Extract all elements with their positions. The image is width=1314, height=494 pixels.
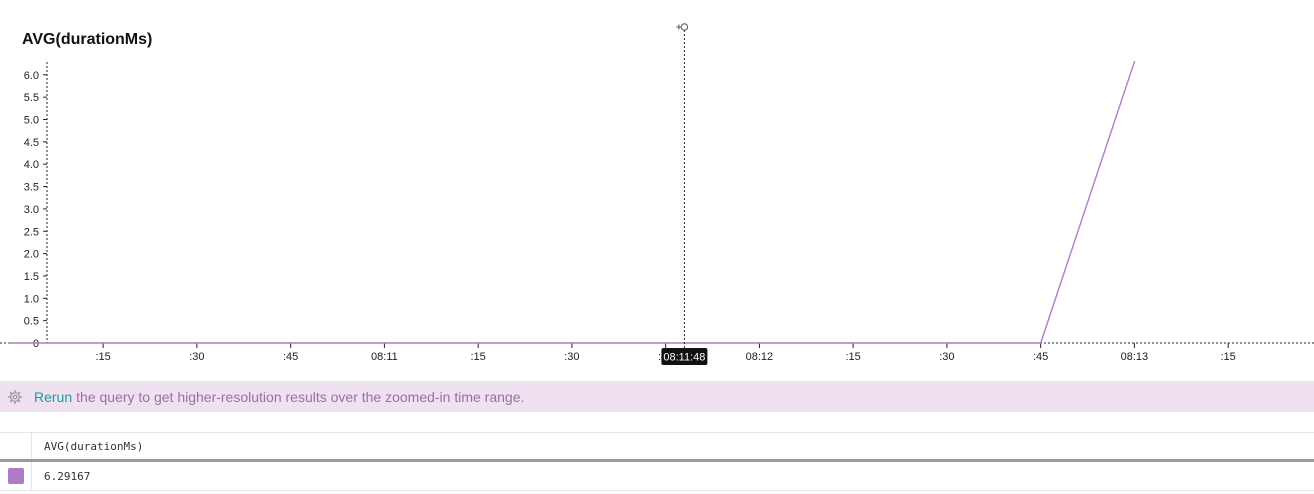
x-tick-label: :30: [939, 351, 954, 363]
x-tick-label: :15: [471, 351, 486, 363]
time-series-chart[interactable]: 0 0.5 1.0 1.5 2.0 2.5 3.0 3.5 4.0 4.5 5.0 5.5 6.0 :15…: [0, 0, 1314, 375]
zoom-info-banner: Rerun the query to get higher-resolution…: [0, 381, 1314, 412]
x-tick-label: :15: [1221, 351, 1236, 363]
rerun-link[interactable]: Rerun: [34, 388, 73, 405]
y-tick-label: 3.0: [24, 204, 39, 216]
y-tick-label: 4.5: [24, 137, 39, 149]
x-tick-label: 08:13: [1121, 351, 1149, 363]
header-swatch-cell: [0, 433, 32, 459]
y-tick-label: 5.5: [24, 92, 39, 104]
results-header-row: AVG(durationMs): [0, 432, 1314, 462]
results-value: 6.29167: [44, 469, 91, 483]
cursor-time-label: 08:11:48: [663, 352, 705, 364]
y-tick-label: 1.5: [24, 271, 39, 283]
results-column-header: AVG(durationMs): [44, 439, 144, 453]
cursor-label-bg: [661, 348, 708, 365]
row-swatch-cell: [0, 462, 32, 490]
gear-icon: [8, 389, 22, 404]
chart-title: AVG(durationMs): [22, 31, 153, 48]
x-tick-label: :45: [283, 351, 298, 363]
y-tick-label: 0.5: [24, 316, 39, 328]
y-tick-label: 0: [33, 338, 39, 350]
x-tick-label: 08:12: [746, 351, 774, 363]
data-point: [1039, 342, 1042, 344]
data-point: [8, 342, 11, 344]
x-tick-label: :30: [564, 351, 579, 363]
y-tick-label: 2.0: [24, 249, 39, 261]
table-row[interactable]: 6.29167: [0, 462, 1314, 491]
data-point: [1133, 60, 1136, 63]
series-color-swatch[interactable]: [7, 468, 24, 484]
x-tick-label: :30: [189, 351, 204, 363]
x-tick-label: :15: [96, 351, 111, 363]
y-tick-label: 3.5: [24, 182, 39, 194]
series-line: [9, 61, 1136, 344]
chart-panel: AVG(durationMs) 0 0.5 1.0 1.5 2.0 2.5 3.0 3.5 4.…: [0, 0, 1314, 375]
y-tick-label: 6.0: [24, 70, 39, 82]
x-tick-label: :15: [846, 351, 861, 363]
results-table: AVG(durationMs) 6.29167: [0, 432, 1314, 491]
y-tick-label: 1.0: [24, 293, 39, 305]
y-tick-label: 5.0: [24, 115, 39, 127]
y-tick-label: 4.0: [24, 159, 39, 171]
crosshair-handle-icon: [680, 23, 689, 31]
x-tick-label: :45: [1033, 351, 1048, 363]
banner-message: the query to get higher-resolution resul…: [76, 388, 525, 405]
x-tick-label: 08:11: [371, 351, 398, 363]
y-tick-label: 2.5: [24, 226, 39, 238]
